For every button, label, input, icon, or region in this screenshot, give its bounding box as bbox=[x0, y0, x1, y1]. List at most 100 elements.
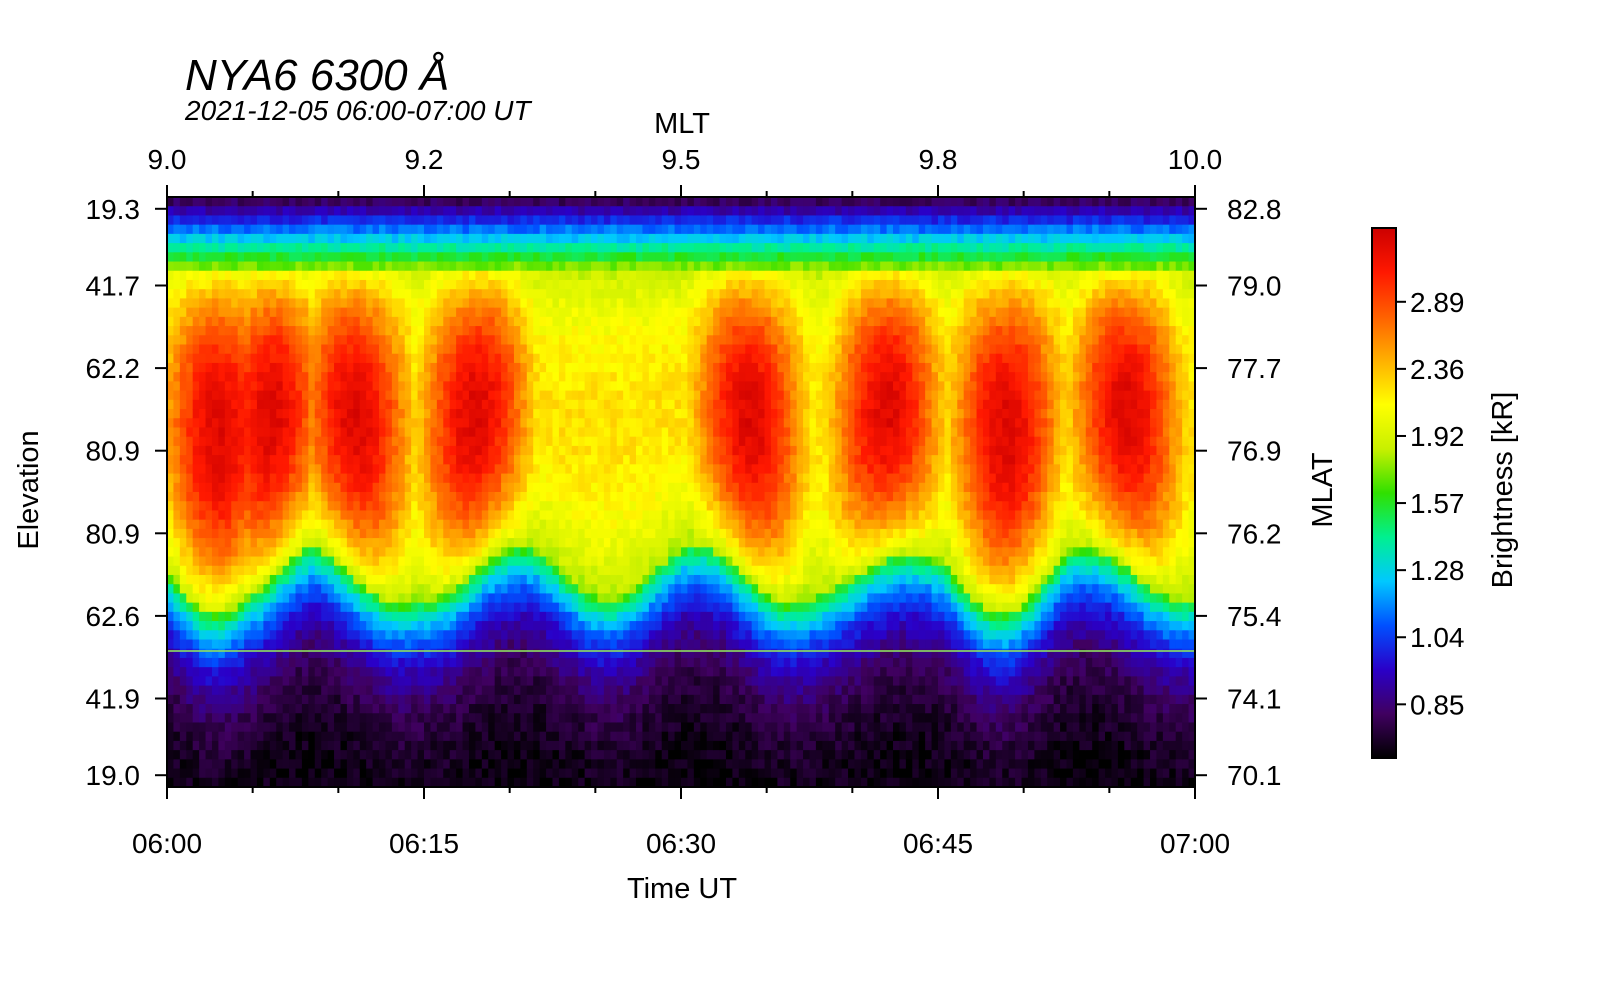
heatmap-cell bbox=[462, 704, 470, 714]
heatmap-cell bbox=[244, 685, 252, 696]
heatmap-cell bbox=[205, 731, 213, 742]
heatmap-cell bbox=[501, 482, 509, 493]
heatmap-cell bbox=[346, 676, 354, 687]
heatmap-cell bbox=[616, 740, 624, 751]
heatmap-cell bbox=[244, 316, 252, 327]
heatmap-cell bbox=[366, 436, 374, 447]
heatmap-cell bbox=[507, 482, 515, 493]
heatmap-cell bbox=[263, 353, 271, 364]
heatmap-cell bbox=[616, 206, 624, 217]
heatmap-cell bbox=[256, 224, 264, 235]
heatmap-cell bbox=[507, 233, 515, 244]
heatmap-cell bbox=[501, 528, 509, 539]
heatmap-cell bbox=[205, 233, 213, 244]
heatmap-cell bbox=[186, 648, 194, 659]
heatmap-cell bbox=[321, 565, 329, 576]
heatmap-cell bbox=[385, 224, 393, 235]
heatmap-cell bbox=[199, 252, 207, 263]
heatmap-cell bbox=[366, 759, 374, 770]
heatmap-cell bbox=[436, 206, 444, 217]
heatmap-cell bbox=[224, 685, 232, 696]
heatmap-cell bbox=[565, 639, 573, 650]
heatmap-cell bbox=[520, 657, 528, 668]
heatmap-cell bbox=[539, 713, 547, 724]
heatmap-cell bbox=[263, 501, 271, 512]
heatmap-cell bbox=[449, 409, 457, 419]
heatmap-cell bbox=[314, 611, 322, 622]
heatmap-cell bbox=[526, 243, 534, 253]
heatmap-cell bbox=[366, 713, 374, 724]
heatmap-cell bbox=[231, 215, 239, 226]
heatmap-cell bbox=[199, 602, 207, 613]
heatmap-cell bbox=[597, 252, 605, 263]
heatmap-cell bbox=[186, 279, 194, 290]
heatmap-cell bbox=[533, 519, 541, 530]
heatmap-cell bbox=[533, 492, 541, 502]
heatmap-cell bbox=[436, 464, 444, 475]
heatmap-cell bbox=[366, 270, 374, 281]
heatmap-cell bbox=[578, 639, 586, 650]
heatmap-cell bbox=[289, 455, 297, 465]
heatmap-cell bbox=[597, 556, 605, 567]
heatmap-cell bbox=[359, 621, 367, 631]
heatmap-cell bbox=[314, 704, 322, 714]
heatmap-cell bbox=[488, 584, 496, 595]
heatmap-cell bbox=[597, 390, 605, 401]
heatmap-cell bbox=[424, 713, 432, 724]
heatmap-cell bbox=[539, 482, 547, 493]
heatmap-cell bbox=[648, 510, 656, 521]
heatmap-cell bbox=[179, 464, 187, 475]
heatmap-cell bbox=[308, 501, 316, 512]
heatmap-cell bbox=[334, 279, 342, 290]
heatmap-cell bbox=[648, 547, 656, 558]
heatmap-cell bbox=[623, 676, 631, 687]
heatmap-cell bbox=[282, 648, 290, 659]
heatmap-cell bbox=[231, 538, 239, 548]
heatmap-cell bbox=[263, 307, 271, 318]
heatmap-cell bbox=[468, 777, 476, 787]
heatmap-cell bbox=[269, 501, 277, 512]
heatmap-cell bbox=[623, 326, 631, 336]
heatmap-cell bbox=[244, 427, 252, 438]
heatmap-cell bbox=[359, 602, 367, 613]
heatmap-cell bbox=[167, 224, 175, 235]
heatmap-cell bbox=[186, 482, 194, 493]
heatmap-cell bbox=[558, 252, 566, 263]
heatmap-cell bbox=[179, 409, 187, 419]
heatmap-cell bbox=[314, 353, 322, 364]
heatmap-cell bbox=[578, 685, 586, 696]
heatmap-cell bbox=[468, 648, 476, 659]
heatmap-cell bbox=[501, 740, 509, 751]
heatmap-cell bbox=[468, 399, 476, 410]
heatmap-cell bbox=[468, 372, 476, 382]
heatmap-cell bbox=[616, 685, 624, 696]
heatmap-cell bbox=[603, 326, 611, 336]
heatmap-cell bbox=[610, 399, 618, 410]
heatmap-cell bbox=[501, 556, 509, 567]
heatmap-cell bbox=[558, 381, 566, 392]
heatmap-cell bbox=[462, 464, 470, 475]
heatmap-cell bbox=[456, 639, 464, 650]
heatmap-cell bbox=[256, 556, 264, 567]
heatmap-cell bbox=[494, 602, 502, 613]
heatmap-cell bbox=[533, 233, 541, 244]
heatmap-cell bbox=[391, 639, 399, 650]
heatmap-cell bbox=[591, 335, 599, 346]
heatmap-cell bbox=[616, 270, 624, 281]
heatmap-cell bbox=[462, 602, 470, 613]
heatmap-cell bbox=[584, 556, 592, 567]
heatmap-cell bbox=[623, 316, 631, 327]
heatmap-cell bbox=[411, 197, 419, 207]
heatmap-cell bbox=[282, 492, 290, 502]
heatmap-cell bbox=[533, 704, 541, 714]
heatmap-cell bbox=[218, 243, 226, 253]
heatmap-cell bbox=[301, 289, 309, 300]
heatmap-cell bbox=[456, 372, 464, 382]
heatmap-cell bbox=[359, 648, 367, 659]
heatmap-cell bbox=[398, 667, 406, 677]
heatmap-cell bbox=[359, 390, 367, 401]
heatmap-cell bbox=[314, 445, 322, 456]
heatmap-cell bbox=[533, 685, 541, 696]
heatmap-cell bbox=[199, 326, 207, 336]
heatmap-cell bbox=[494, 353, 502, 364]
